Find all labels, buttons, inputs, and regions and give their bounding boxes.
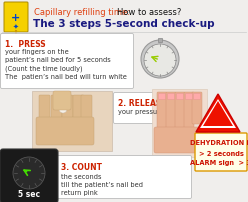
FancyBboxPatch shape (114, 93, 177, 124)
Text: > 2 seconds: > 2 seconds (199, 150, 244, 156)
Text: ALARM sign  > 3': ALARM sign > 3' (189, 159, 248, 165)
Text: 2. RELEASE: 2. RELEASE (118, 99, 166, 107)
FancyBboxPatch shape (184, 93, 194, 136)
Circle shape (13, 157, 45, 189)
Text: your fingers on the
patient’s nail bed for 5 seconds
(Count the time loudly)
The: your fingers on the patient’s nail bed f… (5, 49, 127, 79)
FancyBboxPatch shape (167, 94, 175, 100)
Text: Capillary refilling time:: Capillary refilling time: (34, 8, 133, 17)
FancyBboxPatch shape (157, 93, 167, 132)
Text: DEHYDRATION if: DEHYDRATION if (190, 139, 248, 145)
FancyBboxPatch shape (81, 96, 92, 121)
Text: !: ! (214, 106, 222, 124)
FancyBboxPatch shape (0, 34, 133, 89)
Text: your pressure: your pressure (118, 108, 164, 115)
Polygon shape (203, 101, 233, 126)
FancyBboxPatch shape (166, 93, 176, 138)
FancyBboxPatch shape (39, 96, 50, 125)
FancyBboxPatch shape (186, 94, 192, 100)
Polygon shape (200, 100, 236, 128)
Text: ✦: ✦ (13, 24, 19, 30)
Circle shape (141, 41, 179, 79)
FancyBboxPatch shape (53, 92, 71, 110)
Polygon shape (196, 95, 240, 132)
FancyBboxPatch shape (177, 94, 184, 100)
Text: the seconds
till the patient’s nail bed
return pink: the seconds till the patient’s nail bed … (61, 173, 143, 195)
Text: +: + (11, 13, 21, 23)
Text: 5 sec: 5 sec (18, 189, 40, 199)
FancyBboxPatch shape (4, 3, 28, 33)
Text: The 3 steps 5-second check-up: The 3 steps 5-second check-up (33, 19, 215, 29)
FancyBboxPatch shape (51, 96, 62, 129)
FancyBboxPatch shape (73, 96, 84, 129)
FancyBboxPatch shape (193, 94, 200, 100)
Bar (158, 39, 162, 43)
FancyBboxPatch shape (0, 149, 58, 202)
Text: 1.  PRESS: 1. PRESS (5, 40, 46, 49)
Bar (32, 92, 112, 151)
Text: How to assess?: How to assess? (117, 8, 181, 17)
FancyBboxPatch shape (36, 117, 94, 145)
FancyBboxPatch shape (158, 94, 165, 100)
FancyBboxPatch shape (175, 93, 185, 140)
Circle shape (59, 105, 67, 114)
FancyBboxPatch shape (192, 93, 202, 124)
FancyBboxPatch shape (62, 96, 73, 131)
Circle shape (144, 45, 176, 77)
Text: 3. COUNT: 3. COUNT (61, 162, 102, 171)
Bar (152, 89, 207, 157)
FancyBboxPatch shape (195, 133, 247, 171)
FancyBboxPatch shape (57, 156, 191, 199)
FancyBboxPatch shape (154, 127, 206, 153)
